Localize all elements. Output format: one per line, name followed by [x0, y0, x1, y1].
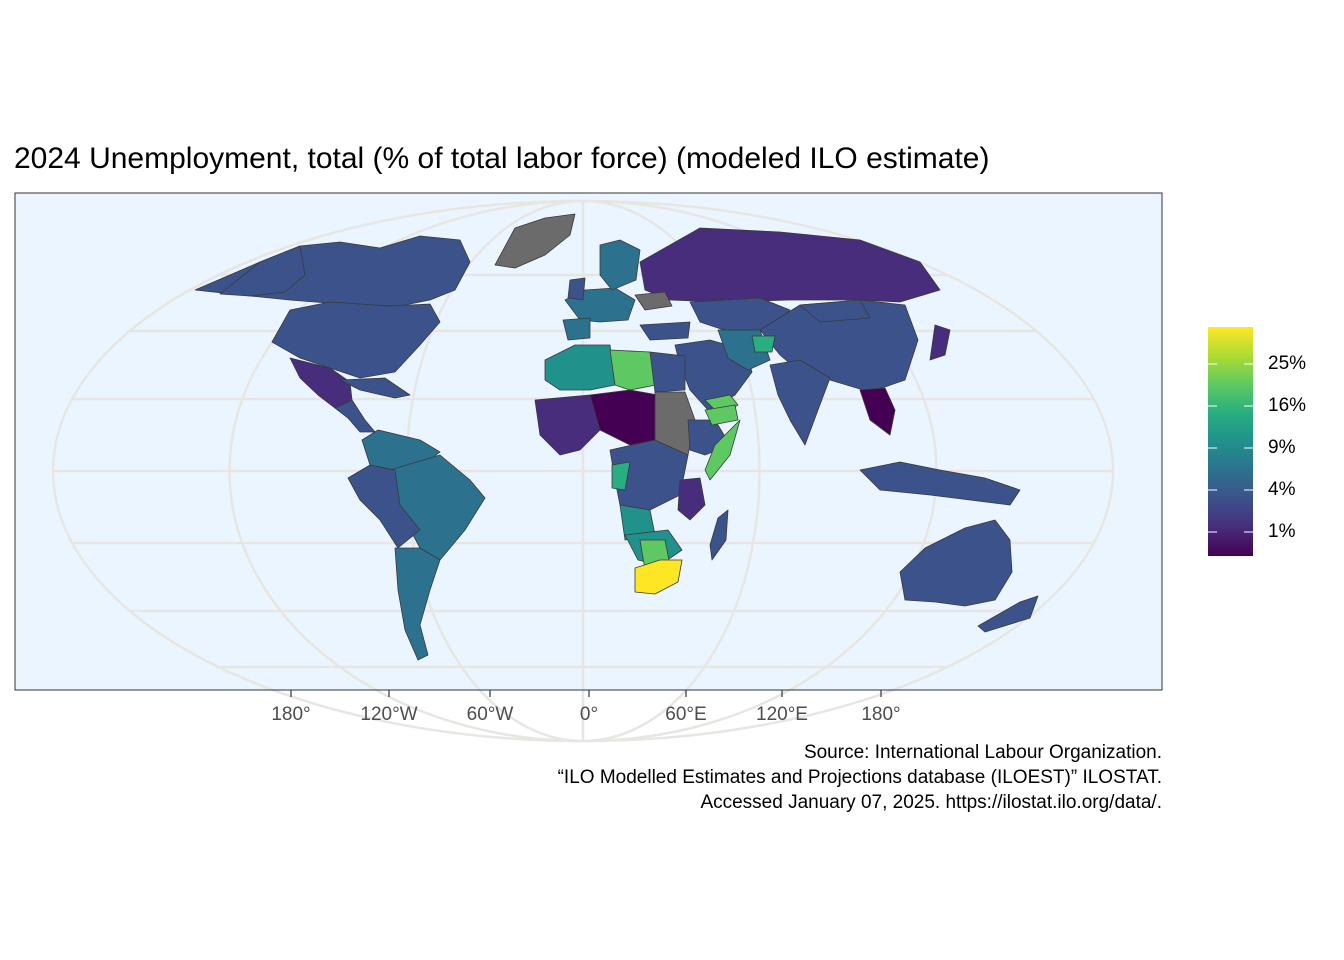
country-congo — [611, 461, 631, 491]
x-axis-ticks — [290, 690, 882, 697]
country-uk-ireland — [567, 277, 586, 301]
country-argentina-chile — [394, 547, 441, 661]
country-india — [769, 359, 831, 446]
country-west-africa — [534, 394, 601, 456]
x-tick-label: 120°W — [360, 704, 418, 725]
legend-label-9: 9% — [1268, 437, 1296, 458]
country-greenland — [494, 213, 576, 269]
chart-title: 2024 Unemployment, total (% of total lab… — [14, 142, 990, 175]
country-libya — [609, 349, 657, 391]
country-ukraine — [634, 291, 673, 311]
country-alaska — [219, 245, 306, 297]
x-tick-label: 60°E — [665, 704, 707, 725]
country-cuba-caribbean — [339, 377, 411, 399]
legend-label-25: 25% — [1268, 353, 1307, 374]
country-afghanistan — [751, 335, 776, 353]
legend-label-1: 1% — [1268, 521, 1296, 542]
caption-line-1: Source: International Labour Organizatio… — [803, 742, 1162, 763]
country-egypt — [649, 351, 686, 393]
caption-line-3: Accessed January 07, 2025. https://ilost… — [700, 792, 1162, 813]
country-southeast-asia — [859, 387, 896, 436]
x-tick-label: 180° — [271, 704, 311, 725]
legend-colorbar — [1208, 327, 1253, 556]
legend-label-4: 4% — [1268, 479, 1296, 500]
country-new-zealand — [977, 595, 1039, 633]
country-peru-bolivia — [347, 464, 421, 549]
legend-label-16: 16% — [1268, 395, 1307, 416]
country-australia — [899, 519, 1013, 607]
country-japan — [929, 324, 951, 361]
country-usa — [271, 301, 441, 379]
country-madagascar — [709, 509, 729, 561]
x-tick-label: 120°E — [756, 704, 808, 725]
x-tick-label: 0° — [579, 704, 599, 725]
country-somalia — [704, 419, 741, 481]
country-south-africa — [634, 559, 683, 595]
country-scandinavia — [599, 239, 641, 291]
country-east-africa — [677, 477, 706, 521]
caption-line-2: “ILO Modelled Estimates and Projections … — [557, 767, 1162, 788]
country-iberia — [562, 317, 591, 341]
source-caption: Source: International Labour Organizatio… — [558, 740, 1162, 815]
x-tick-label: 180° — [861, 704, 901, 725]
country-russia — [639, 227, 941, 303]
country-mongolia — [799, 299, 871, 323]
country-north-africa-west — [544, 344, 616, 391]
country-yemen — [704, 404, 739, 426]
x-tick-label: 60°W — [466, 704, 514, 725]
legend-ticks — [1208, 363, 1253, 533]
country-indonesia — [859, 461, 1021, 506]
country-turkey — [639, 321, 691, 341]
countries-layer — [194, 213, 1039, 661]
